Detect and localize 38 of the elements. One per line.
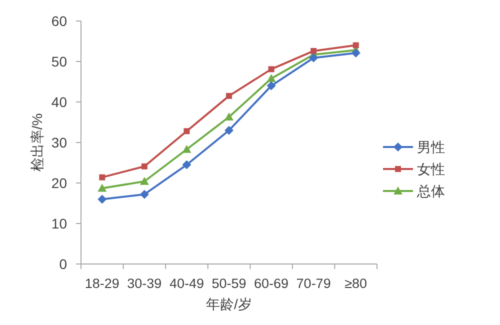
- legend-label: 女性: [417, 161, 445, 177]
- point: [141, 163, 148, 170]
- point: [98, 194, 107, 204]
- point: [226, 92, 232, 99]
- point: [140, 176, 149, 185]
- point: [182, 160, 192, 170]
- y-tick-label: 60: [51, 13, 68, 29]
- point: [310, 48, 317, 54]
- x-tick-label: 60-69: [254, 276, 289, 291]
- x-tick-label: 30-39: [127, 276, 162, 291]
- point: [184, 128, 190, 134]
- legend-label: 男性: [417, 139, 445, 155]
- point: [98, 184, 107, 192]
- y-tick-label: 10: [51, 216, 68, 232]
- y-tick-label: 0: [59, 256, 68, 272]
- point: [351, 48, 360, 58]
- y-tick-label: 20: [51, 175, 68, 191]
- x-tick-label: ≥80: [344, 276, 368, 291]
- y-tick-label: 40: [51, 94, 68, 110]
- point: [309, 53, 318, 62]
- point: [224, 126, 234, 135]
- y-tick-label: 50: [51, 54, 68, 70]
- point: [266, 81, 276, 90]
- x-tick-label: 70-79: [296, 276, 331, 291]
- point: [266, 74, 276, 82]
- point: [182, 144, 192, 153]
- y-tick-label: 30: [51, 134, 68, 150]
- x-tick-label: 50-59: [212, 276, 246, 291]
- point: [140, 190, 149, 199]
- y-axis-title: 检出率/%: [29, 113, 45, 172]
- x-tick-label: 18-29: [84, 276, 120, 291]
- point: [224, 112, 234, 120]
- x-axis-title: 年龄/岁: [206, 296, 252, 312]
- x-tick-label: 40-49: [169, 276, 204, 291]
- legend-label: 总体: [416, 183, 445, 199]
- point: [352, 42, 359, 48]
- point: [268, 66, 274, 72]
- point: [99, 174, 106, 180]
